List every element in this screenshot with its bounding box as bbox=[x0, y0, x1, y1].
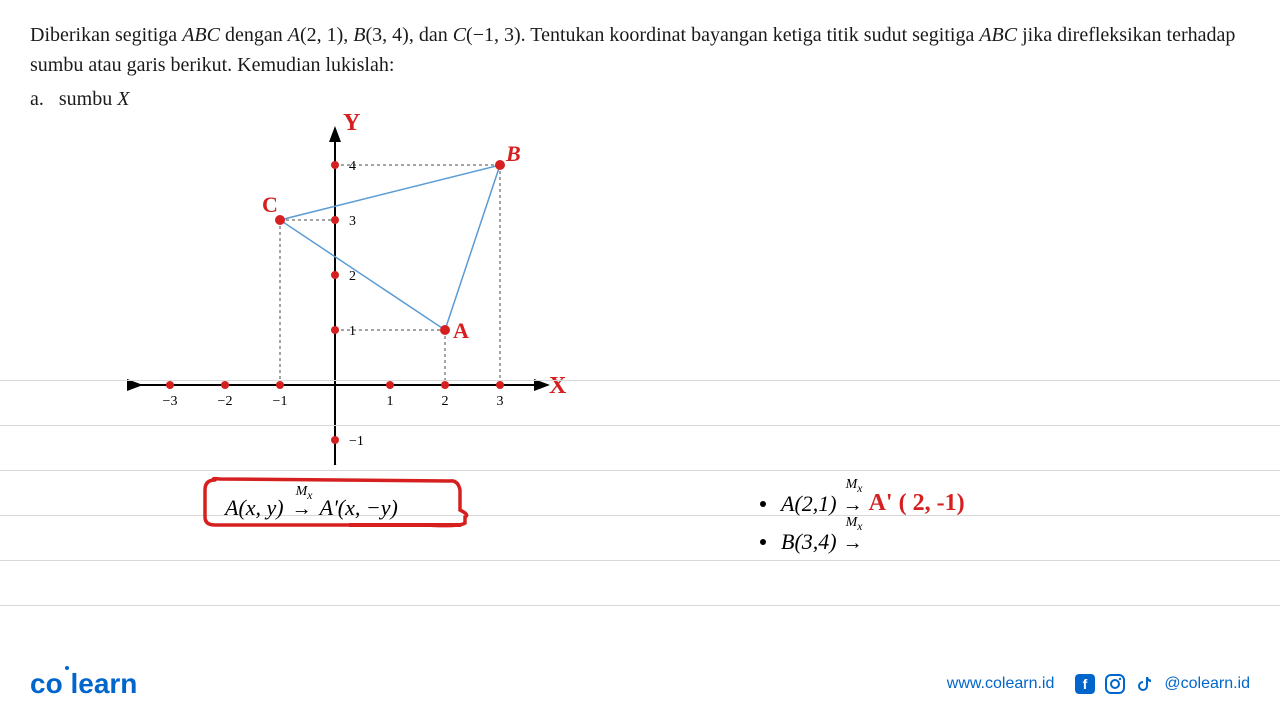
instagram-icon bbox=[1104, 673, 1126, 695]
formula-rhs: A'(x, −y) bbox=[320, 495, 398, 520]
footer-right: www.colearn.id f @colearn.id bbox=[947, 673, 1250, 695]
svg-text:B: B bbox=[505, 141, 521, 166]
reflection-formula: A(x, y) Mx → A'(x, −y) bbox=[210, 487, 413, 529]
svg-text:C: C bbox=[262, 192, 278, 217]
question-main: Diberikan segitiga ABC dengan A(2, 1), B… bbox=[30, 20, 1250, 80]
formula-lhs: A(x, y) bbox=[225, 495, 284, 520]
calculation-item: B(3,4) Mx → bbox=[760, 529, 965, 555]
svg-text:4: 4 bbox=[349, 159, 356, 174]
social-icons: f @colearn.id bbox=[1074, 673, 1250, 695]
svg-text:Y: Y bbox=[343, 110, 360, 136]
colearn-logo: co learn bbox=[30, 668, 137, 700]
tiktok-icon bbox=[1134, 673, 1156, 695]
website-url: www.colearn.id bbox=[947, 675, 1055, 693]
svg-text:A: A bbox=[453, 318, 469, 343]
page-footer: co learn www.colearn.id f @colearn.id bbox=[0, 668, 1280, 700]
svg-text:f: f bbox=[1083, 676, 1088, 692]
facebook-icon: f bbox=[1074, 673, 1096, 695]
calculation-item: A(2,1) Mx → A' ( 2, -1) bbox=[760, 490, 965, 517]
social-handle: @colearn.id bbox=[1164, 675, 1250, 693]
ruled-background bbox=[0, 380, 1280, 680]
svg-text:1: 1 bbox=[349, 324, 356, 339]
calculation-list: A(2,1) Mx → A' ( 2, -1) B(3,4) Mx → bbox=[760, 490, 965, 567]
svg-text:3: 3 bbox=[349, 214, 356, 229]
svg-text:2: 2 bbox=[349, 269, 356, 284]
